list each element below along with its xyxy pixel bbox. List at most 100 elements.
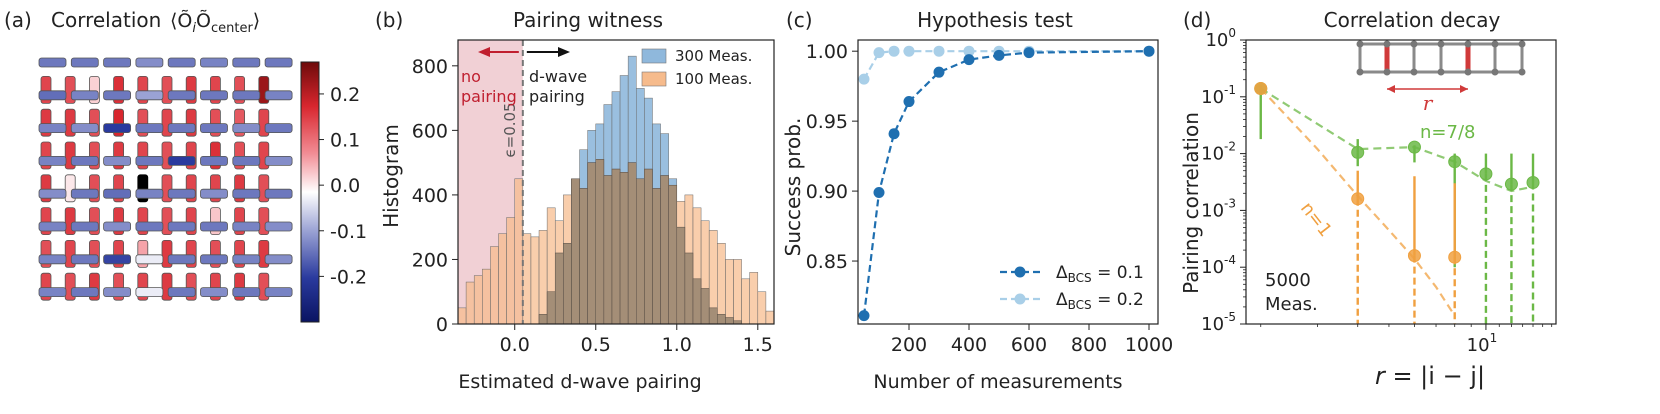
histogram-bar xyxy=(498,233,507,325)
histogram-bar xyxy=(749,272,759,325)
data-point xyxy=(873,186,885,198)
bond-horizontal xyxy=(232,123,261,133)
histogram-overlap-bar xyxy=(554,252,564,325)
y-tick-exp: -2 xyxy=(1224,140,1236,154)
x-tick-label: 1.5 xyxy=(743,334,773,356)
histogram-bar xyxy=(741,278,750,325)
y-tick-base: 10 xyxy=(1201,257,1224,278)
bond-horizontal xyxy=(103,254,131,265)
data-point xyxy=(933,66,945,78)
histogram-overlap-bar xyxy=(644,168,653,325)
bond-horizontal xyxy=(70,221,99,232)
legend-label-main: Δ xyxy=(1056,290,1068,310)
histogram-bar xyxy=(765,310,775,325)
bond-horizontal xyxy=(38,287,67,298)
y-tick-label: 0.95 xyxy=(806,111,848,133)
arrow-right-head xyxy=(558,47,570,57)
inset-site xyxy=(1410,40,1418,48)
inset-r-label: r xyxy=(1423,91,1434,115)
series-label-n1: n=1 xyxy=(1296,198,1336,241)
data-point xyxy=(888,128,900,140)
axes-frame xyxy=(857,39,1159,325)
data-point xyxy=(903,45,915,57)
bond-horizontal xyxy=(70,57,99,68)
histogram-bar xyxy=(733,259,742,325)
panel-c-xlabel: Number of measurements xyxy=(873,371,1122,393)
bond-horizontal xyxy=(103,287,131,298)
bond-horizontal xyxy=(135,254,164,265)
dwave-label: d-wave xyxy=(529,67,587,86)
histogram-overlap-bar xyxy=(668,184,678,325)
y-tick-exp: 0 xyxy=(1228,26,1236,40)
y-tick-exp: -1 xyxy=(1224,83,1236,97)
bond-horizontal xyxy=(38,254,67,265)
bond-horizontal xyxy=(264,57,293,68)
x-tick-label: 400 xyxy=(951,334,987,356)
x-tick-base: 10 xyxy=(1467,335,1490,356)
inset-site xyxy=(1410,68,1418,76)
bond-horizontal xyxy=(232,287,261,298)
bond-horizontal xyxy=(264,123,293,133)
colorbar-tick-label: -0.1 xyxy=(330,221,367,243)
panel-c-title: Hypothesis test xyxy=(917,8,1073,32)
histogram-bar xyxy=(514,178,524,325)
bond-horizontal xyxy=(232,188,261,199)
bond-horizontal xyxy=(232,57,261,68)
panel-d-plot: n=7/8n=15000Meas.r10010-110-210-310-410-… xyxy=(1201,26,1557,356)
inset-site xyxy=(1437,40,1445,48)
data-point xyxy=(963,54,975,66)
data-point xyxy=(1504,177,1518,191)
bond-horizontal xyxy=(200,155,228,166)
y-tick-label: 10-4 xyxy=(1201,253,1236,278)
legend-label-rest: = 0.2 xyxy=(1092,290,1144,310)
data-point xyxy=(1448,155,1462,169)
x-tick-exp: 1 xyxy=(1490,331,1498,345)
bond-horizontal xyxy=(135,123,164,133)
data-point xyxy=(1407,249,1421,263)
bond-horizontal xyxy=(135,155,164,166)
bond-horizontal xyxy=(38,57,67,68)
data-point xyxy=(1351,192,1365,206)
bond-horizontal xyxy=(167,155,196,166)
panel-d-ylabel: Pairing correlation xyxy=(1179,112,1203,294)
no-pairing-label: no xyxy=(461,67,481,86)
legend-marker xyxy=(1014,293,1026,305)
axes-frame xyxy=(457,39,775,325)
arrow-left-head xyxy=(478,47,490,57)
histogram-overlap-bar xyxy=(571,178,580,325)
y-tick-exp: -5 xyxy=(1224,310,1236,324)
panel-c-ylabel: Success prob. xyxy=(781,118,805,257)
bond-horizontal xyxy=(200,90,228,101)
data-point xyxy=(1407,140,1421,154)
panel-a-title: Correlation ⟨ÕiÕcenter⟩ xyxy=(51,8,260,36)
bond-horizontal xyxy=(200,221,228,232)
x-tick-label: 0.0 xyxy=(500,334,530,356)
histogram-overlap-bar xyxy=(692,278,702,325)
bond-horizontal xyxy=(135,90,164,101)
bond-horizontal xyxy=(200,188,228,199)
y-tick-base: 10 xyxy=(1205,30,1228,51)
y-tick-label: 100 xyxy=(1205,26,1236,51)
panel-letter-d: (d) xyxy=(1183,8,1211,32)
x-tick-label: 1000 xyxy=(1125,334,1173,356)
bond-horizontal xyxy=(167,287,196,298)
histogram-overlap-bar xyxy=(676,226,686,325)
bond-horizontal xyxy=(232,221,261,232)
inset-site xyxy=(1491,40,1499,48)
y-tick-exp: -4 xyxy=(1224,253,1236,267)
bond-horizontal xyxy=(264,254,293,265)
histogram-bar xyxy=(522,233,532,325)
bond-horizontal xyxy=(167,90,196,101)
axes-frame xyxy=(1245,39,1557,325)
histogram-bar xyxy=(473,275,483,325)
histogram-overlap-bar xyxy=(579,188,588,325)
y-tick-label: 600 xyxy=(412,120,448,142)
histogram-overlap-bar xyxy=(708,307,718,325)
histogram-bar xyxy=(457,307,467,325)
annotation-meas: 5000 xyxy=(1265,270,1311,291)
bond-horizontal xyxy=(38,123,67,133)
bond-horizontal xyxy=(103,57,131,68)
bond-horizontal xyxy=(167,57,196,68)
